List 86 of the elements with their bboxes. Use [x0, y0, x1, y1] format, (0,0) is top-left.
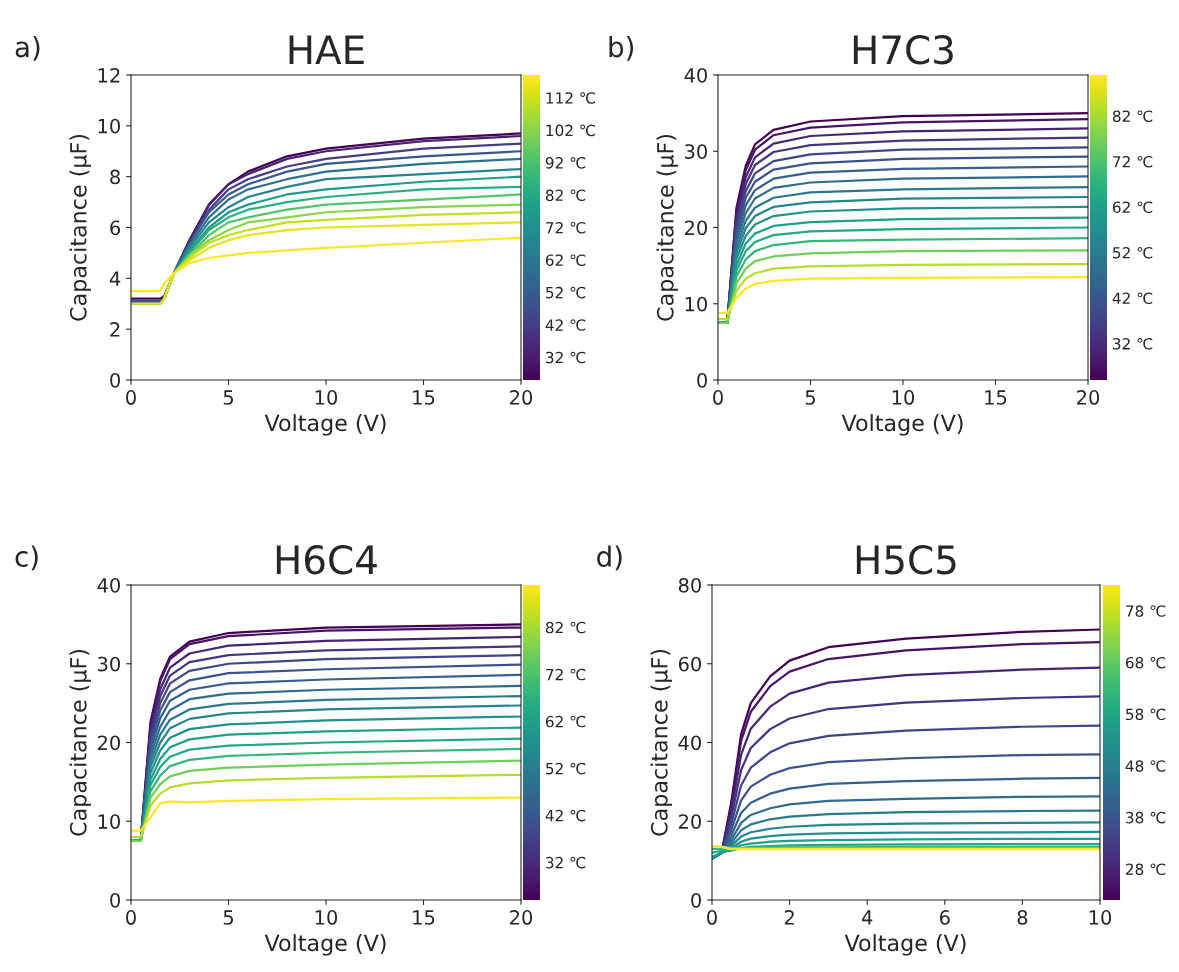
- x-tick-label: 0: [126, 910, 136, 925]
- x-tick-label: 2: [784, 910, 794, 925]
- color-bar-label: 48 ℃: [1125, 760, 1166, 772]
- y-tick-label: 20: [678, 814, 701, 829]
- chart-title: H6C4: [276, 545, 377, 575]
- color-bar-label: 68 ℃: [1125, 656, 1166, 669]
- y-tick-label: 0: [691, 892, 701, 908]
- x-tick-label: 20: [1077, 390, 1100, 405]
- color-bar-label: 78 ℃: [1126, 605, 1166, 617]
- y-tick-label: 30: [98, 656, 120, 672]
- x-tick-label: 5: [223, 390, 233, 405]
- text: c): [15, 545, 38, 571]
- x-tick-label: 6: [939, 910, 950, 925]
- x-tick-label: 10: [1089, 910, 1112, 925]
- y-tick-label: 6: [110, 220, 121, 236]
- x-tick-label: 0: [707, 910, 717, 925]
- y-tick-label: 20: [97, 735, 120, 751]
- x-tick-label: 8: [1017, 910, 1028, 925]
- color-bar-label: 62 ℃: [1112, 201, 1153, 214]
- x-tick-label: 0: [713, 390, 723, 405]
- y-tick-label: 8: [110, 169, 120, 185]
- y-tick-label: 10: [98, 118, 120, 134]
- color-bar-label: 62 ℃: [545, 715, 586, 728]
- x-tick-label: 10: [315, 390, 338, 405]
- x-axis-title: Voltage (V): [841, 414, 963, 436]
- y-tick-label: 20: [684, 220, 707, 236]
- color-bar-label: 32 ℃: [546, 351, 586, 364]
- y-tick-label: 40: [97, 577, 120, 593]
- x-tick-label: 4: [861, 910, 873, 925]
- color-bar-label: 92 ℃: [545, 157, 586, 169]
- color-bar-label: 32 ℃: [1113, 338, 1153, 350]
- x-axis-title: Voltage (V): [264, 414, 386, 436]
- color-bar-label: 82 ℃: [1112, 110, 1153, 122]
- color-bar-label: 52 ℃: [1113, 247, 1153, 259]
- x-tick-label: 10: [315, 910, 338, 925]
- color-bar-label: 32 ℃: [546, 856, 586, 869]
- x-tick-label: 20: [510, 910, 533, 925]
- color-bar-label: 82 ℃: [545, 621, 586, 634]
- color-bar-label: 28 ℃: [1125, 863, 1166, 876]
- y-tick-label: 2: [110, 322, 120, 337]
- x-tick-label: 5: [223, 910, 233, 925]
- y-tick-label: 0: [697, 372, 707, 388]
- color-bar-label: 58 ℃: [1126, 708, 1166, 721]
- y-axis-title: Capacitance (µF): [69, 649, 91, 836]
- color-bar-label: 82 ℃: [545, 189, 586, 202]
- color-bar-label: 102 ℃: [546, 124, 595, 137]
- x-tick-label: 0: [126, 390, 136, 405]
- color-bar-label: 42 ℃: [545, 319, 586, 331]
- color-bar-label: 42 ℃: [545, 809, 586, 822]
- y-tick-label: 40: [678, 735, 701, 751]
- x-axis-title: Voltage (V): [264, 934, 386, 956]
- y-tick-label: 12: [98, 67, 120, 83]
- y-tick-label: 40: [684, 67, 707, 83]
- color-bar-label: 62 ℃: [545, 254, 586, 266]
- y-tick-label: 0: [110, 372, 120, 388]
- color-bar-label: 72 ℃: [546, 668, 586, 681]
- color-bar-label: 42 ℃: [1112, 292, 1153, 305]
- color-bar-label: 52 ℃: [546, 762, 586, 775]
- y-tick-label: 60: [678, 656, 701, 672]
- color-bar-label: 72 ℃: [546, 221, 586, 234]
- x-tick-label: 15: [413, 390, 435, 405]
- y-axis-title: Capacitance (µF): [656, 134, 678, 321]
- text: b): [609, 35, 634, 61]
- y-tick-label: 10: [98, 814, 120, 829]
- color-bar-label: 72 ℃: [1113, 155, 1153, 168]
- color-bar-label: 112 ℃: [546, 92, 595, 104]
- y-tick-label: 80: [678, 577, 701, 593]
- y-axis-title: Capacitance (µF): [650, 649, 672, 836]
- x-tick-label: 15: [413, 910, 435, 925]
- x-tick-label: 5: [805, 390, 815, 405]
- chart-title: H7C3: [853, 35, 953, 65]
- color-bar-label: 52 ℃: [546, 286, 586, 299]
- y-tick-label: 10: [685, 296, 707, 312]
- y-tick-label: 0: [110, 892, 120, 908]
- x-tick-label: 10: [892, 390, 915, 405]
- y-tick-label: 4: [109, 271, 121, 286]
- x-tick-label: 20: [510, 390, 533, 405]
- chart-title: HAE: [289, 35, 364, 64]
- x-tick-label: 15: [985, 390, 1007, 405]
- color-bar-label: 38 ℃: [1126, 811, 1166, 824]
- text: d): [597, 545, 622, 571]
- x-axis-title: Voltage (V): [844, 934, 966, 956]
- text: a): [15, 35, 40, 61]
- y-tick-label: 30: [685, 144, 707, 159]
- chart-title: H5C5: [856, 545, 956, 575]
- y-axis-title: Capacitance (µF): [69, 134, 91, 321]
